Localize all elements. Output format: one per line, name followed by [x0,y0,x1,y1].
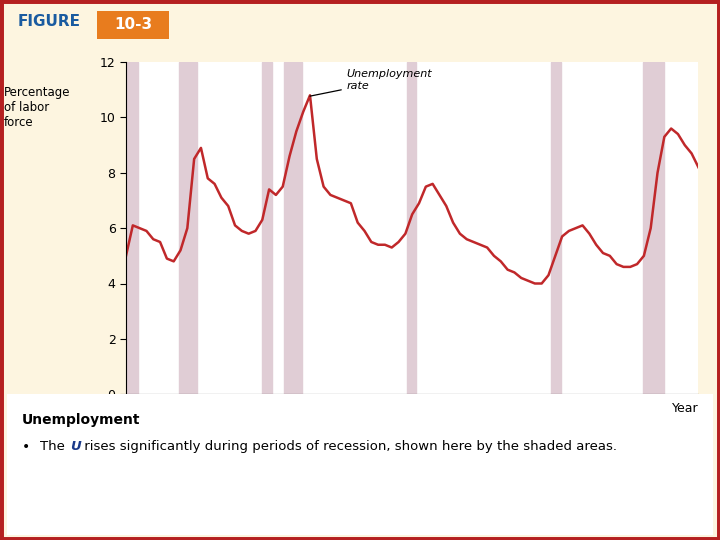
Text: Unemployment
rate: Unemployment rate [310,69,433,96]
Text: Percentage
of labor
force: Percentage of labor force [4,86,70,130]
Bar [552,62,561,394]
Bar [407,62,416,394]
Text: •: • [22,440,30,454]
Text: Year: Year [672,402,698,415]
Text: FIGURE: FIGURE [18,14,81,29]
Bar [262,62,272,394]
Bar [642,62,665,394]
Text: rises significantly during periods of recession, shown here by the shaded areas.: rises significantly during periods of re… [80,440,617,453]
Text: U: U [70,440,81,453]
Text: 10-3: 10-3 [114,17,152,32]
Bar [179,62,197,394]
Text: Unemployment: Unemployment [22,413,140,427]
Bar [284,62,302,394]
Bar [125,62,138,394]
Text: The: The [40,440,68,453]
